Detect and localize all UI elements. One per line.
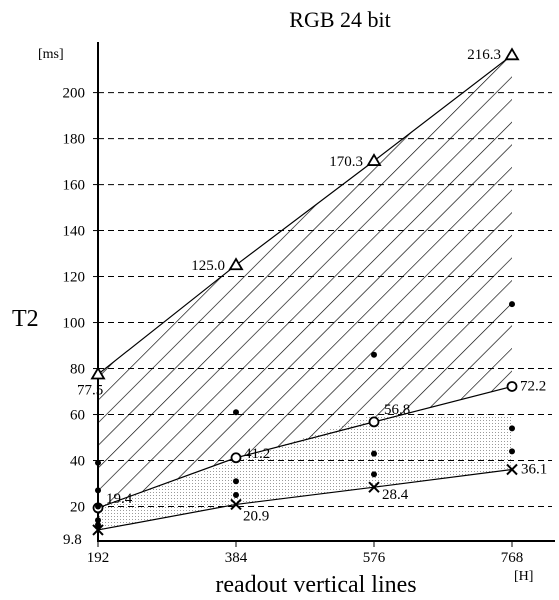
dot-point	[509, 448, 515, 455]
cross-data-label: 20.9	[243, 508, 269, 524]
y-tick-label: 60	[70, 408, 85, 424]
x-tick-label: 576	[363, 550, 386, 566]
dot-point	[95, 521, 101, 528]
circle-point	[506, 381, 518, 392]
cross-data-label: 36.1	[521, 461, 547, 477]
hatched-region	[98, 55, 512, 508]
cross-series-line	[97, 468, 513, 531]
y-tick-label: 180	[63, 132, 86, 148]
circle-data-label: 19.4	[106, 491, 133, 507]
triangle-point	[228, 257, 244, 271]
y-tick-label: 20	[70, 500, 85, 516]
x-tick-label: 192	[87, 550, 110, 566]
triangle-point	[90, 366, 106, 380]
dot-point	[95, 517, 101, 524]
dot-point	[233, 478, 239, 485]
y-tick-label: 80	[70, 362, 85, 378]
triangle-data-label: 170.3	[329, 154, 363, 170]
y-tick-label: 140	[63, 224, 86, 240]
x-unit-label: [H]	[514, 569, 533, 584]
cross-data-label: 9.8	[63, 532, 82, 548]
chart-title: RGB 24 bit	[289, 7, 390, 32]
circle-data-label: 72.2	[520, 378, 546, 394]
x-axis-label: readout vertical lines	[215, 572, 416, 598]
circle-point	[368, 416, 380, 428]
cross-stroke	[230, 498, 242, 511]
dotted-region	[98, 414, 512, 530]
cross-data-label: 28.4	[382, 487, 409, 503]
cross-stroke	[368, 481, 380, 493]
circle-series-line	[97, 385, 513, 509]
y-tick-label: 160	[63, 178, 86, 194]
triangle-point	[504, 47, 520, 61]
circle-point	[230, 452, 242, 464]
y-tick-label: 100	[63, 316, 86, 332]
cross-point	[506, 463, 518, 476]
cross-point	[368, 481, 380, 493]
y-axis-label: T2	[12, 306, 39, 332]
dot-point	[95, 503, 101, 510]
y-tick-label: 200	[63, 86, 86, 102]
cross-stroke	[506, 463, 518, 476]
dot-point	[509, 425, 515, 432]
cross-stroke	[92, 524, 104, 536]
dot-point	[509, 301, 515, 308]
y-tick-label: 40	[70, 454, 85, 470]
triangle-data-label: 216.3	[467, 47, 501, 63]
circle-data-label: 41.2	[244, 446, 270, 462]
cross-point	[92, 524, 104, 536]
x-tick-label: 768	[501, 550, 524, 566]
triangle-data-label: 125.0	[191, 258, 225, 274]
cross-point	[230, 498, 242, 511]
y-tick-label: 120	[63, 270, 86, 286]
triangle-point	[366, 153, 382, 166]
dot-point	[233, 492, 239, 499]
dot-point	[371, 471, 377, 478]
triangle-data-label: 77.5	[77, 382, 103, 398]
dot-point	[95, 459, 101, 466]
dot-point	[233, 409, 239, 416]
dot-point	[371, 351, 377, 358]
dot-point	[371, 450, 377, 457]
y-unit-label: [ms]	[38, 47, 64, 62]
circle-data-label: 56.8	[384, 402, 410, 418]
x-tick-label: 384	[225, 550, 248, 566]
dot-point	[95, 487, 101, 494]
triangle-series-line	[97, 54, 513, 375]
